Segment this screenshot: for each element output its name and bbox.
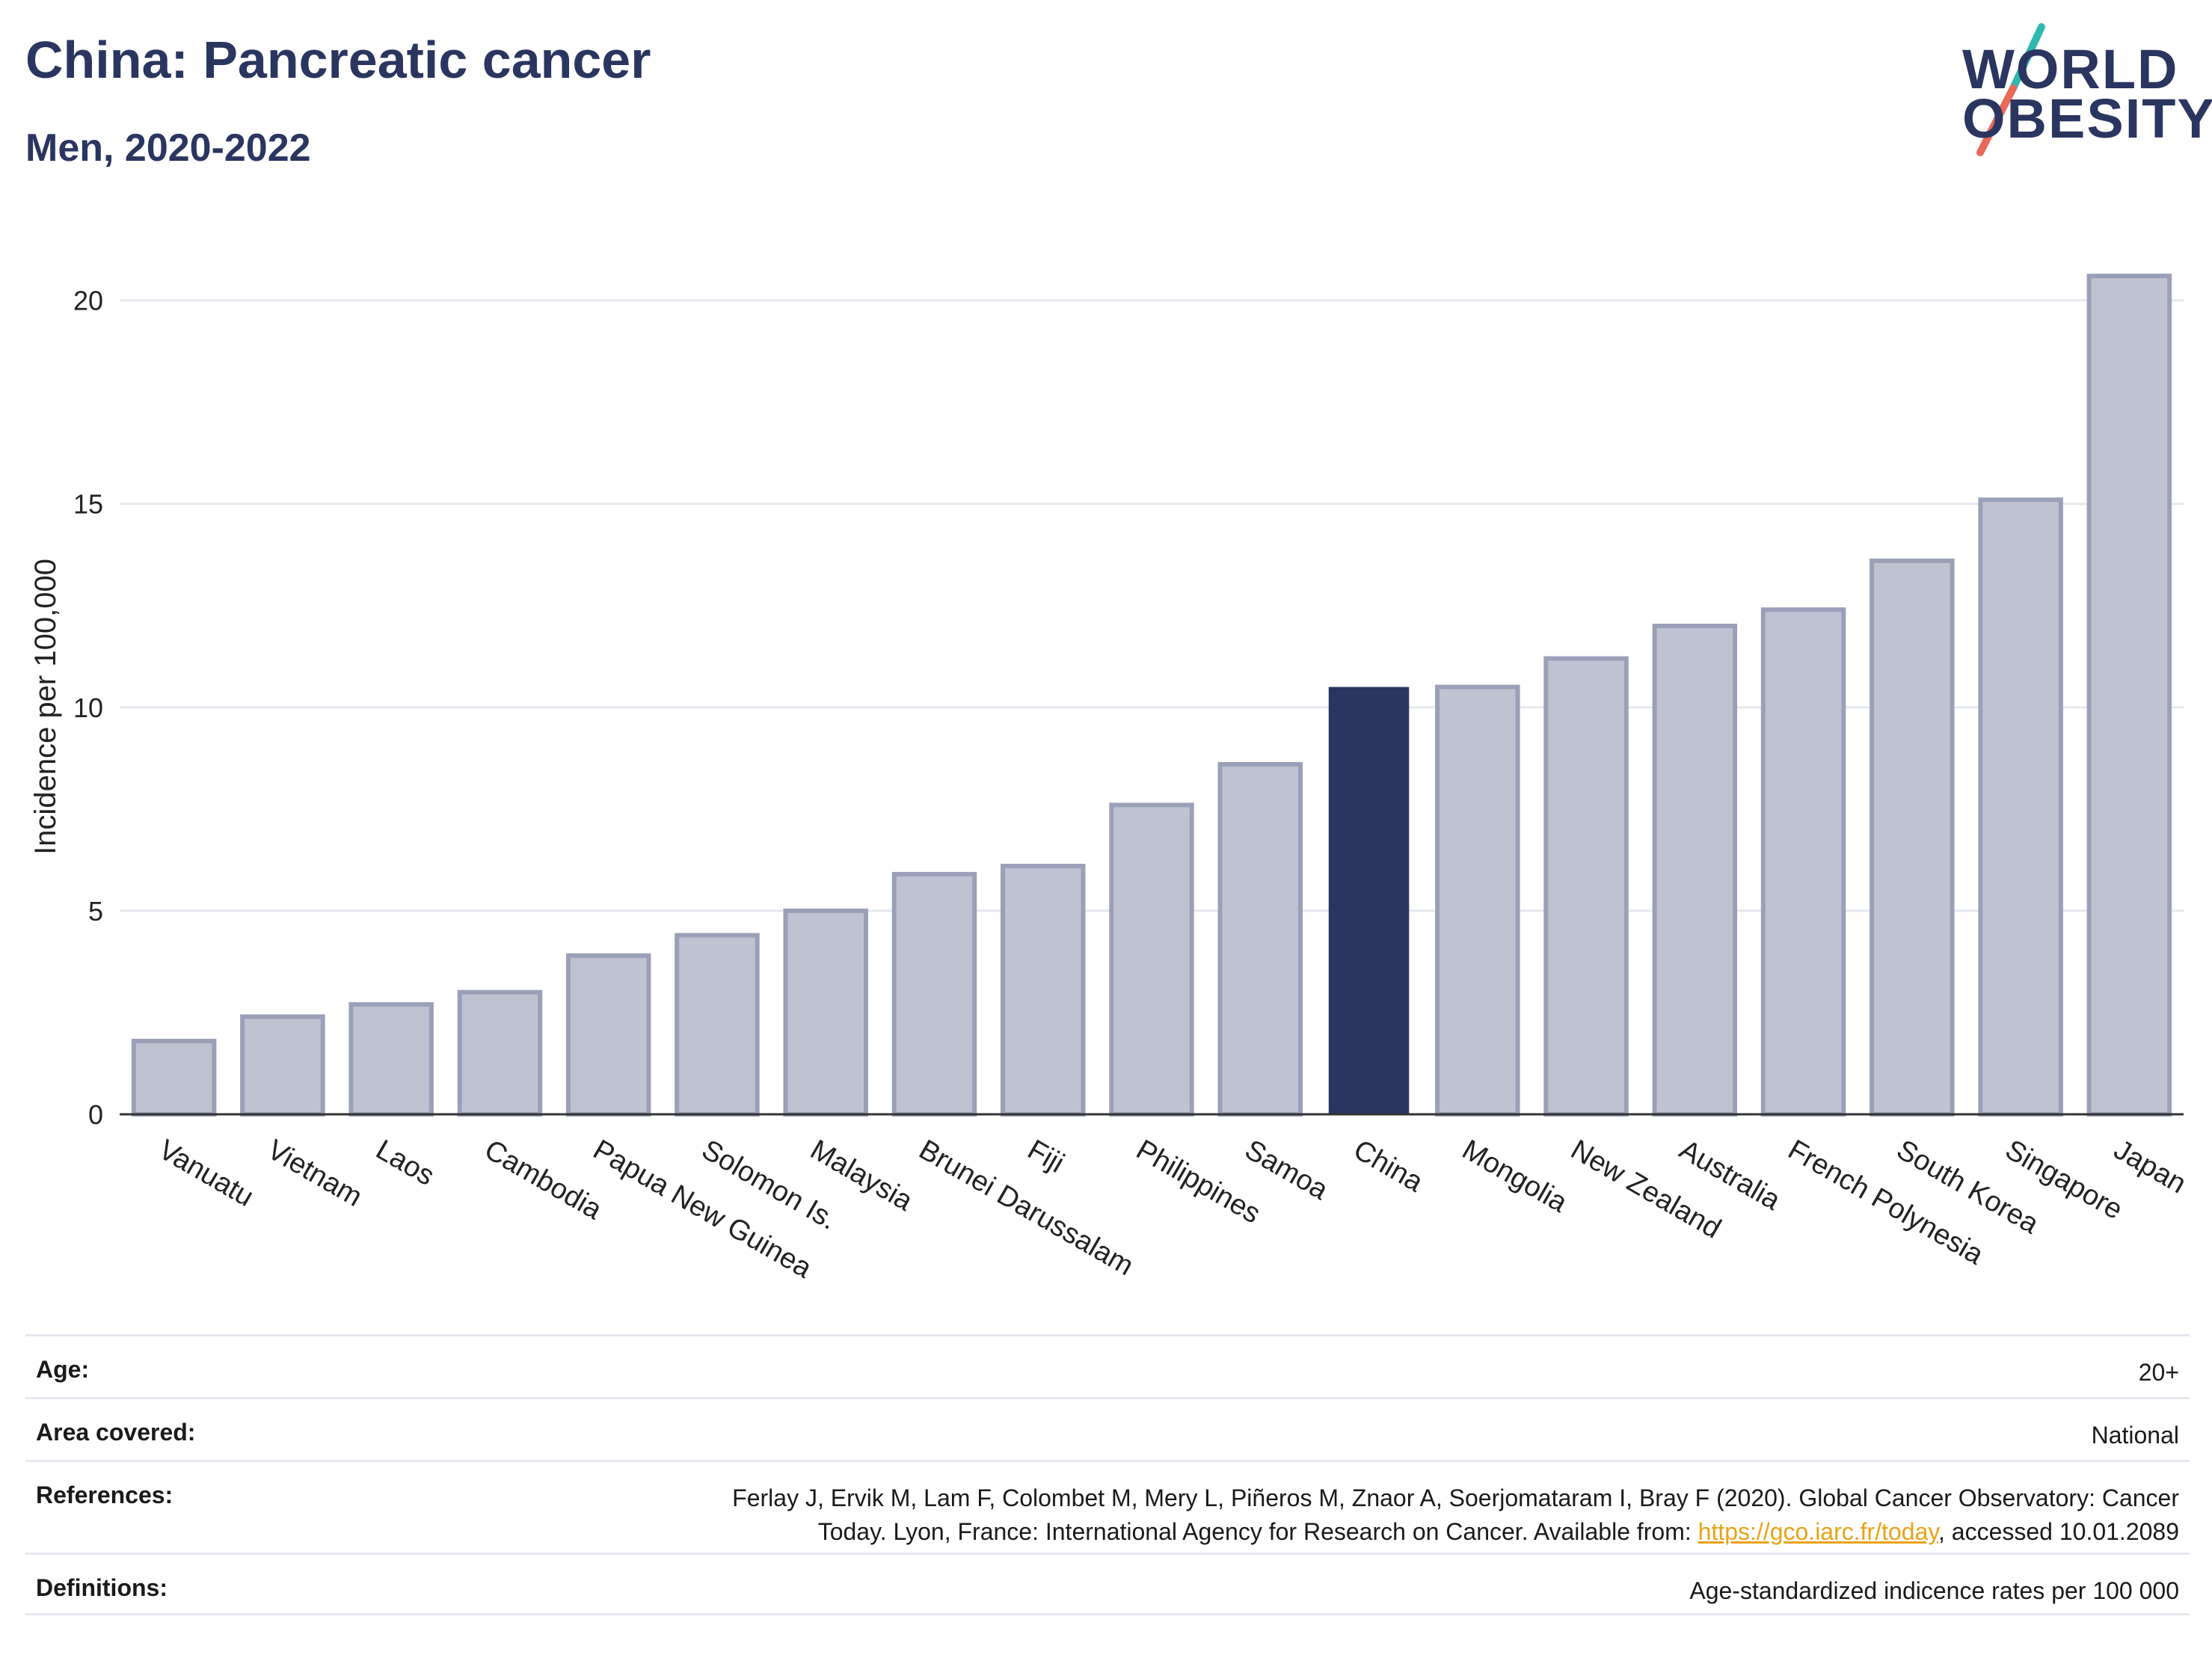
- logo-slash-top: [2009, 23, 2045, 92]
- bar: [348, 1002, 434, 1117]
- x-tick-label: Mongolia: [1457, 1134, 1573, 1219]
- x-tick-label: Philippines: [1131, 1134, 1265, 1229]
- references-line2-pre: Today. Lyon, France: International Agenc…: [817, 1517, 1698, 1545]
- bar: [457, 989, 543, 1117]
- bar-highlight: [1328, 687, 1410, 1114]
- bar: [1435, 684, 1520, 1117]
- bar: [1760, 607, 1846, 1117]
- logo-slash-bottom: [1976, 85, 2017, 156]
- x-tick-label: China: [1348, 1134, 1429, 1198]
- chart-title: China: Pancreatic cancer: [25, 31, 651, 89]
- y-tick-label: 20: [73, 286, 103, 316]
- info-row-references: References: Ferlay J, Ervik M, Lam F, Co…: [25, 1460, 2190, 1553]
- references-line2-post: , accessed 10.01.2089: [1938, 1517, 2179, 1545]
- x-tick-label: French Polynesia: [1783, 1134, 1989, 1271]
- area-value: National: [2091, 1422, 2179, 1449]
- y-tick-labels: 0 5 10 15 20: [73, 286, 103, 1130]
- x-tick-label: Vietnam: [262, 1134, 367, 1213]
- bar: [1870, 558, 1955, 1117]
- references-link[interactable]: https://gco.iarc.fr/today: [1698, 1517, 1938, 1545]
- bar: [1109, 802, 1194, 1117]
- info-row-area: Area covered: National: [25, 1397, 2190, 1460]
- references-line1: Ferlay J, Ervik M, Lam F, Colombet M, Me…: [732, 1484, 2179, 1511]
- bar: [240, 1014, 325, 1117]
- world-obesity-logo[interactable]: WORLD OBESITY: [1944, 21, 2212, 163]
- x-tick-label: Cambodia: [479, 1134, 608, 1226]
- bar: [891, 871, 977, 1117]
- bar: [1543, 656, 1629, 1117]
- logo-slash-icon: [1976, 23, 2045, 156]
- bar: [1217, 762, 1303, 1117]
- info-table: Age: 20+ Area covered: National Referenc…: [25, 1334, 2190, 1615]
- bar: [1652, 623, 1738, 1117]
- y-tick-label: 5: [88, 896, 103, 927]
- bar: [131, 1039, 217, 1117]
- chart-subtitle: Men, 2020-2022: [25, 126, 311, 170]
- y-tick-label: 10: [73, 693, 103, 723]
- bar: [675, 933, 760, 1117]
- bar: [1978, 497, 2063, 1117]
- bars: [131, 273, 2172, 1117]
- y-tick-label: 0: [88, 1099, 103, 1130]
- y-tick-label: 15: [73, 489, 103, 520]
- bar: [565, 953, 651, 1117]
- x-tick-label: Vanuatu: [153, 1134, 259, 1213]
- y-axis-label: Incidence per 100,000: [29, 559, 62, 855]
- references-value: Ferlay J, Ervik M, Lam F, Colombet M, Me…: [732, 1481, 2179, 1549]
- logo-word-world: WORLD: [1962, 38, 2179, 100]
- logo-word-obesity: OBESITY: [1962, 87, 2212, 150]
- area-label: Area covered:: [36, 1419, 196, 1446]
- definitions-label: Definitions:: [36, 1574, 168, 1601]
- info-row-definitions: Definitions: Age-standardized indicence …: [25, 1553, 2190, 1615]
- x-tick-label: Japan: [2109, 1134, 2192, 1200]
- info-row-age: Age: 20+: [25, 1334, 2190, 1397]
- x-tick-label: Laos: [370, 1134, 439, 1192]
- definitions-value: Age-standardized indicence rates per 100…: [1689, 1577, 2179, 1604]
- references-label: References:: [36, 1481, 173, 1508]
- bar: [2086, 273, 2172, 1117]
- x-tick-label: Fiji: [1022, 1134, 1069, 1179]
- bar: [783, 908, 868, 1117]
- bar: [1000, 864, 1086, 1117]
- age-label: Age:: [36, 1356, 90, 1383]
- age-value: 20+: [2138, 1359, 2179, 1386]
